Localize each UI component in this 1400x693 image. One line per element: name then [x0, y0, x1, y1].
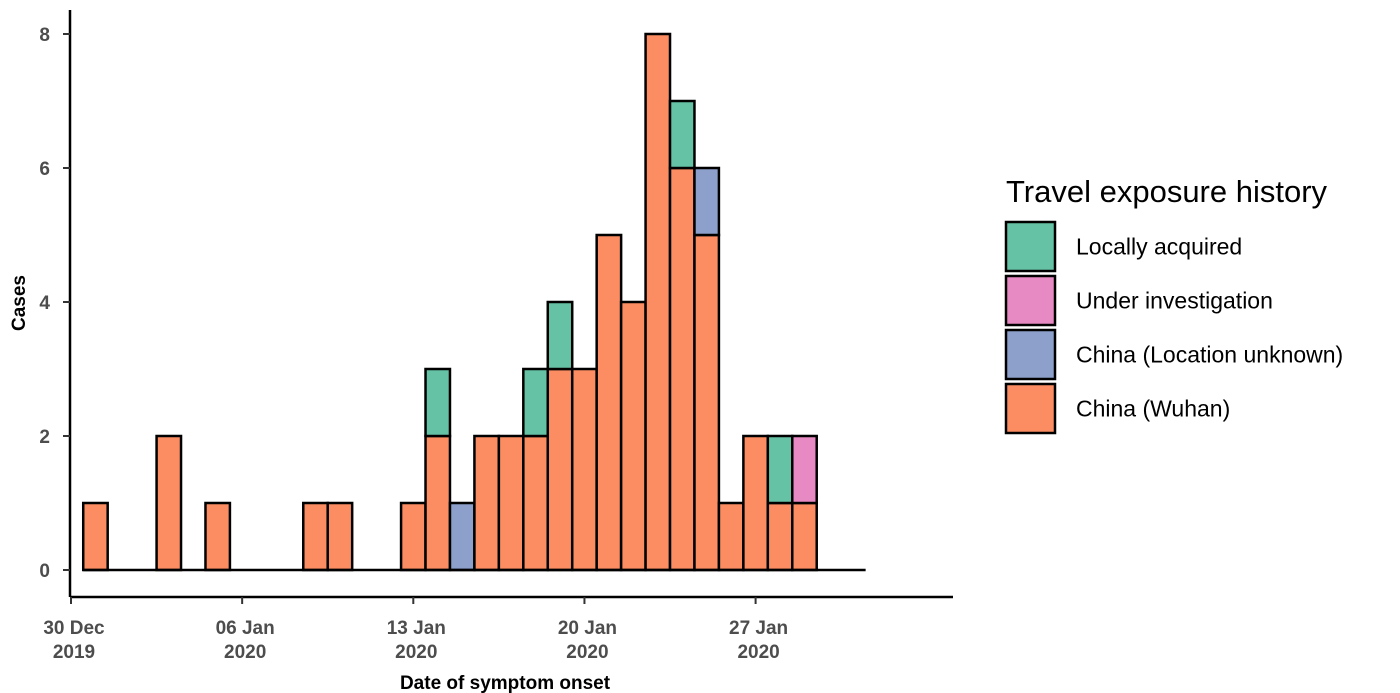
bar-segment [717, 501, 745, 572]
ticks-layer: 0 2 4 6 8 30 Dec 2019 06 Jan 2020 13 Jan 2020 20 Ja… [39, 25, 788, 663]
bar-segment [668, 99, 696, 170]
bar-segment [791, 501, 818, 572]
bar-segment [546, 367, 574, 572]
x-tick-label: 06 Jan 2020 [216, 618, 275, 663]
x-tick-label: 30 Dec 2019 [43, 618, 105, 663]
legend-swatch [1004, 382, 1057, 435]
y-tick-label: 6 [39, 159, 50, 180]
y-tick-label: 8 [39, 25, 50, 46]
bar-segment [522, 434, 550, 572]
axes-layer [68, 10, 953, 599]
bar-segment [742, 434, 770, 572]
legend: Travel exposure history Locally acquired… [1004, 174, 1343, 435]
y-tick-label: 0 [39, 561, 50, 582]
bar-segment [693, 166, 721, 237]
bar-segment [497, 434, 525, 572]
bar-segment [766, 501, 794, 572]
x-tick-label: 20 Jan 2020 [558, 618, 617, 663]
bar-segment [448, 501, 476, 572]
legend-title: Travel exposure history [1006, 174, 1328, 209]
bar-segment [326, 501, 354, 572]
legend-label: Under investigation [1076, 288, 1273, 314]
legend-label: Locally acquired [1076, 234, 1242, 260]
x-tick-label: 13 Jan 2020 [387, 618, 446, 663]
bar-segment [546, 300, 574, 371]
legend-items: Locally acquired Under investigation China… [1004, 220, 1343, 435]
bar-segment [424, 434, 452, 572]
x-tick-label: 27 Jan 2020 [729, 618, 788, 663]
bar-segment [693, 233, 721, 572]
bar-segment [595, 233, 623, 572]
bar-segment [791, 434, 818, 505]
bar-segment [399, 501, 427, 572]
bar-segment [302, 501, 329, 572]
bar-segment [766, 434, 794, 505]
bars-layer [81, 32, 818, 572]
bar-segment [204, 501, 232, 572]
bar-segment [81, 501, 109, 572]
bar-segment [668, 166, 696, 572]
legend-label: China (Wuhan) [1076, 396, 1230, 422]
bar-segment [619, 300, 647, 572]
bar-segment [424, 367, 452, 438]
bar-segment [155, 434, 183, 572]
y-tick-label: 4 [39, 293, 50, 314]
y-axis-title: Cases [9, 275, 30, 331]
x-axis-title: Date of symptom onset [400, 673, 611, 693]
bar-segment [644, 32, 672, 572]
legend-swatch [1004, 274, 1057, 327]
legend-swatch [1004, 328, 1057, 381]
bar-segment [570, 367, 598, 572]
legend-swatch [1004, 220, 1057, 273]
y-tick-label: 2 [39, 427, 50, 448]
bar-segment [522, 367, 550, 438]
legend-label: China (Location unknown) [1076, 342, 1343, 368]
bar-segment [473, 434, 501, 572]
